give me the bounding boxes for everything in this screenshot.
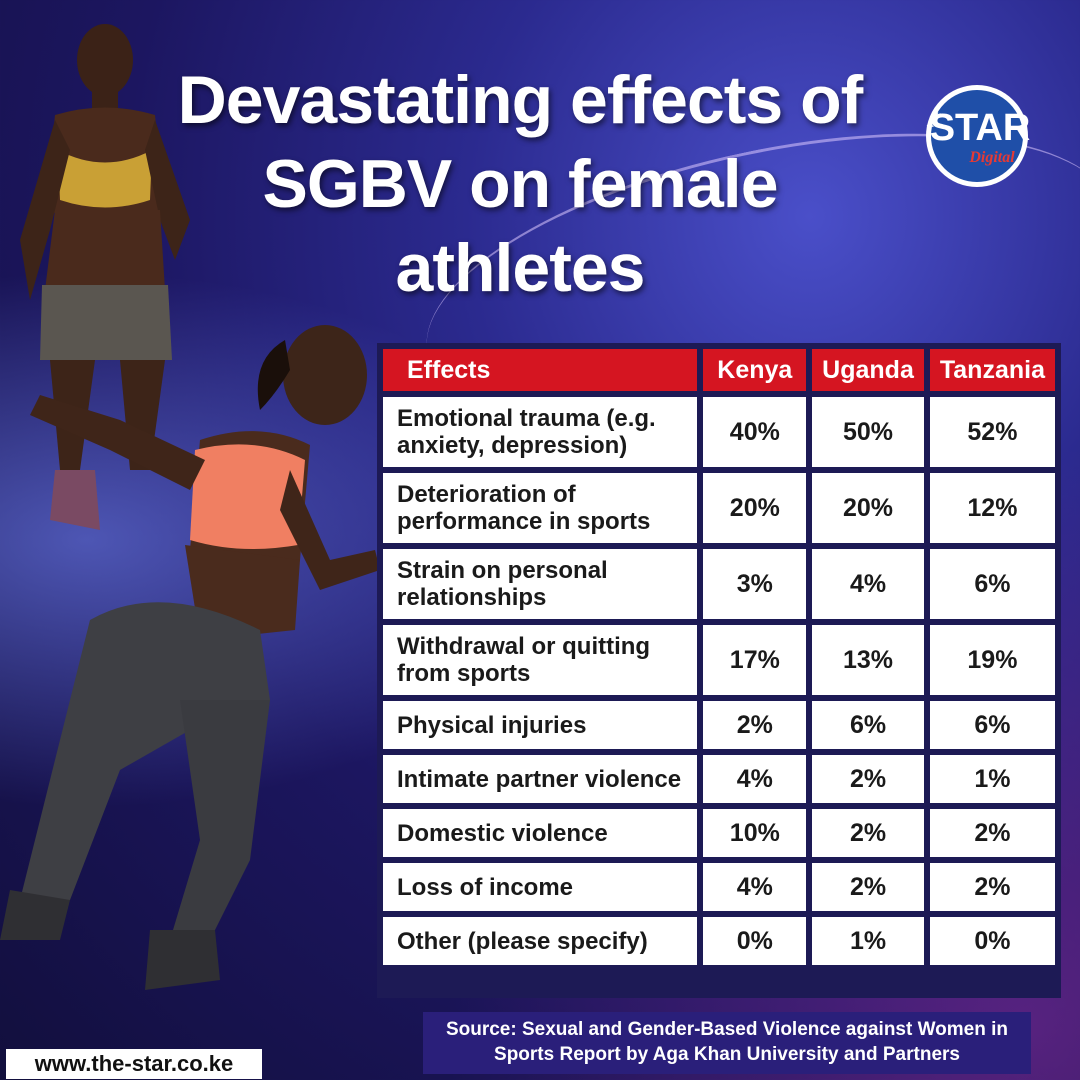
effect-label: Loss of income (383, 863, 698, 911)
value-tanzania: 6% (929, 701, 1055, 749)
value-kenya: 0% (703, 917, 807, 965)
value-kenya: 17% (703, 625, 807, 695)
logo-star-text: STAR (930, 107, 1031, 149)
value-kenya: 20% (703, 473, 807, 543)
value-tanzania: 19% (929, 625, 1055, 695)
table-header-row: Effects Kenya Uganda Tanzania (383, 349, 1055, 391)
table-row: Strain on personal relationships 3% 4% 6… (383, 549, 1055, 619)
effect-label: Other (please specify) (383, 917, 698, 965)
header-kenya: Kenya (703, 349, 807, 391)
value-uganda: 50% (812, 397, 924, 467)
athlete-front-image (0, 325, 380, 990)
value-tanzania: 0% (929, 917, 1055, 965)
value-tanzania: 1% (929, 755, 1055, 803)
value-kenya: 3% (703, 549, 807, 619)
table-row: Deterioration of performance in sports 2… (383, 473, 1055, 543)
value-uganda: 1% (812, 917, 924, 965)
effect-label: Withdrawal or quitting from sports (383, 625, 698, 695)
value-kenya: 4% (703, 755, 807, 803)
value-kenya: 2% (703, 701, 807, 749)
table-row: Loss of income 4% 2% 2% (383, 863, 1055, 911)
table-row: Emotional trauma (e.g. anxiety, depressi… (383, 397, 1055, 467)
effect-label: Domestic violence (383, 809, 698, 857)
table-row: Physical injuries 2% 6% 6% (383, 701, 1055, 749)
the-star-digital-logo: THE STAR Digital (925, 85, 1031, 187)
page-title: Devastating effects of SGBV on female at… (177, 62, 864, 306)
source-note: Source: Sexual and Gender-Based Violence… (423, 1012, 1031, 1074)
value-tanzania: 12% (929, 473, 1055, 543)
value-uganda: 2% (812, 809, 924, 857)
value-tanzania: 2% (929, 863, 1055, 911)
logo-digital-text: Digital (968, 149, 1015, 166)
value-uganda: 2% (812, 863, 924, 911)
table-row: Withdrawal or quitting from sports 17% 1… (383, 625, 1055, 695)
value-uganda: 4% (812, 549, 924, 619)
value-kenya: 10% (703, 809, 807, 857)
header-uganda: Uganda (812, 349, 924, 391)
table-row: Other (please specify) 0% 1% 0% (383, 917, 1055, 965)
value-tanzania: 6% (929, 549, 1055, 619)
effect-label: Emotional trauma (e.g. anxiety, depressi… (383, 397, 698, 467)
header-effects: Effects (383, 349, 698, 391)
table-row: Intimate partner violence 4% 2% 1% (383, 755, 1055, 803)
value-kenya: 4% (703, 863, 807, 911)
value-uganda: 20% (812, 473, 924, 543)
effect-label: Intimate partner violence (383, 755, 698, 803)
value-uganda: 6% (812, 701, 924, 749)
effect-label: Deterioration of performance in sports (383, 473, 698, 543)
effect-label: Physical injuries (383, 701, 698, 749)
value-uganda: 2% (812, 755, 924, 803)
athlete-back-image (20, 24, 190, 530)
value-tanzania: 2% (929, 809, 1055, 857)
effect-label: Strain on personal relationships (383, 549, 698, 619)
table-row: Domestic violence 10% 2% 2% (383, 809, 1055, 857)
website-url[interactable]: www.the-star.co.ke (6, 1049, 262, 1079)
value-uganda: 13% (812, 625, 924, 695)
effects-table: Effects Kenya Uganda Tanzania Emotional … (377, 343, 1061, 998)
header-tanzania: Tanzania (929, 349, 1055, 391)
value-tanzania: 52% (929, 397, 1055, 467)
value-kenya: 40% (703, 397, 807, 467)
